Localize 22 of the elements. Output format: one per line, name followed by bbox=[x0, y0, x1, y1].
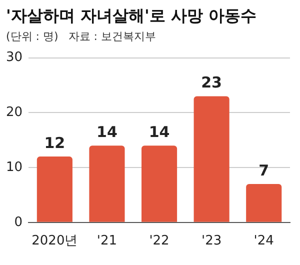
chart-title: '자살하며 자녀살해'로 사망 아동수 bbox=[5, 5, 258, 27]
x-tick-label: '22 bbox=[149, 234, 170, 249]
x-tick-label: 2020년 bbox=[32, 234, 78, 249]
text: 자료 : 보건복지부 bbox=[68, 29, 156, 44]
y-tick-label: 10 bbox=[6, 160, 23, 175]
x-tick-label: '24 bbox=[254, 234, 274, 249]
bar bbox=[194, 96, 230, 222]
x-tick-label: '21 bbox=[96, 234, 118, 249]
chart-subtitle: (단위 : 명) bbox=[6, 29, 58, 44]
bar bbox=[246, 184, 282, 222]
data-label: 12 bbox=[44, 134, 66, 152]
x-tick-label: '23 bbox=[202, 234, 222, 249]
data-label: 23 bbox=[201, 74, 222, 92]
y-tick-label: 20 bbox=[6, 105, 23, 120]
data-label: 14 bbox=[148, 122, 170, 141]
bar bbox=[36, 156, 72, 222]
data-label: 7 bbox=[258, 161, 270, 180]
y-tick-label: 30 bbox=[6, 50, 23, 66]
bar bbox=[89, 146, 125, 222]
bar bbox=[141, 146, 178, 222]
y-tick-label: 0 bbox=[14, 214, 23, 230]
data-label: 14 bbox=[96, 122, 118, 141]
